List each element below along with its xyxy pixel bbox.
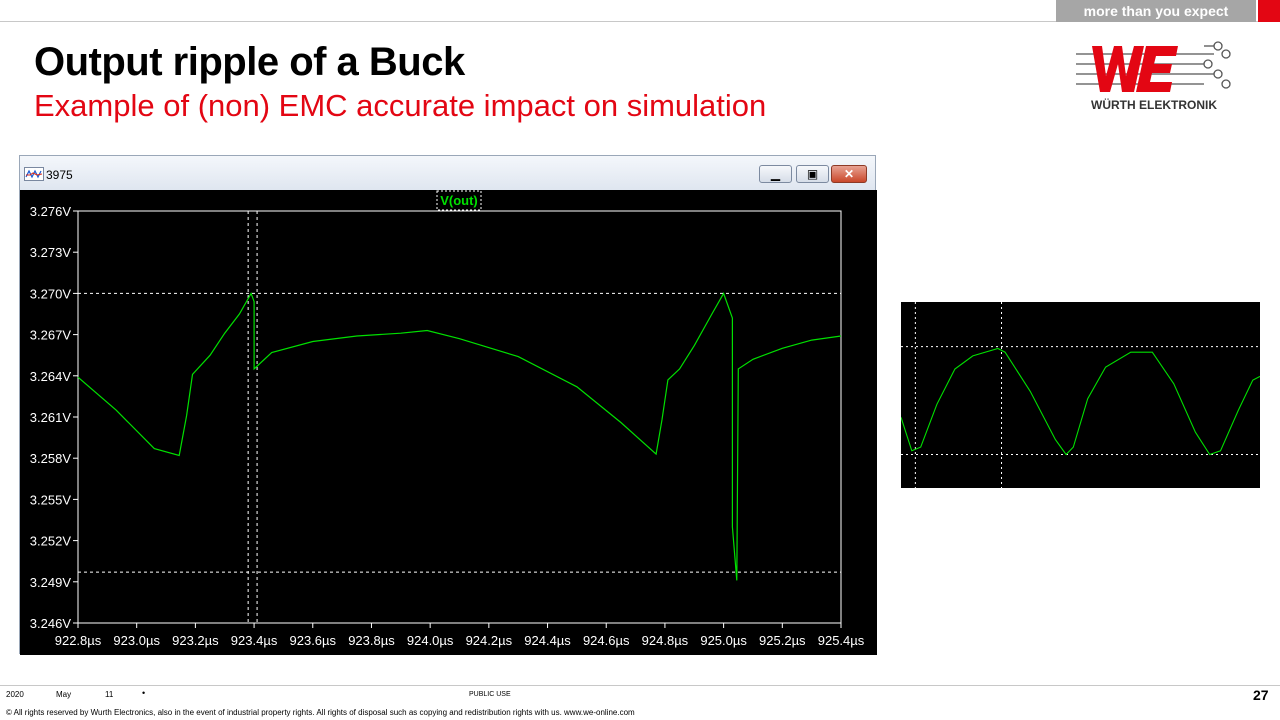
footer-divider: [0, 685, 1280, 686]
y-tick-label: 3.249V: [30, 575, 72, 590]
footer-day: 11: [105, 690, 114, 699]
y-tick-label: 3.252V: [30, 534, 72, 549]
y-tick-label: 3.270V: [30, 286, 72, 301]
footer-classification: PUBLIC USE: [469, 691, 511, 698]
waveform-icon: [24, 167, 44, 181]
x-tick-label: 923.0µs: [113, 633, 160, 648]
tagline-red-block: [1258, 0, 1280, 22]
y-tick-label: 3.246V: [30, 616, 72, 631]
logo-text: WÜRTH ELEKTRONIK: [1091, 97, 1217, 112]
x-tick-label: 922.8µs: [55, 633, 102, 648]
x-tick-label: 923.2µs: [172, 633, 219, 648]
window-titlebar[interactable]: 3975 ▁ ▣ ✕: [20, 156, 875, 190]
footer-bullet: •: [142, 688, 146, 698]
footer-copyright: © All rights reserved by Wurth Electroni…: [6, 708, 635, 717]
inset-plot: [900, 302, 1261, 488]
tagline-banner: more than you expect: [1056, 0, 1256, 22]
x-tick-label: 925.2µs: [759, 633, 806, 648]
slide-title: Output ripple of a Buck: [34, 40, 465, 84]
y-tick-label: 3.267V: [30, 328, 72, 343]
minimize-button[interactable]: ▁: [759, 165, 792, 183]
x-tick-label: 925.0µs: [700, 633, 747, 648]
x-tick-label: 924.4µs: [524, 633, 571, 648]
close-button[interactable]: ✕: [831, 165, 867, 183]
y-tick-label: 3.276V: [30, 204, 72, 219]
maximize-button[interactable]: ▣: [796, 165, 829, 183]
y-tick-label: 3.264V: [30, 369, 72, 384]
y-tick-label: 3.255V: [30, 492, 72, 507]
page-number: 27: [1253, 687, 1269, 703]
y-tick-label: 3.273V: [30, 245, 72, 260]
wurth-logo: WÜRTH ELEKTRONIK: [1076, 41, 1231, 112]
close-icon: ✕: [843, 167, 855, 181]
minimize-icon: ▁: [770, 167, 781, 181]
maximize-icon: ▣: [806, 167, 819, 181]
simulation-window: 3975 ▁ ▣ ✕ V(out) 3.276V 3.273V 3.270V 3.26…: [19, 155, 877, 655]
y-tick-label: 3.258V: [30, 451, 72, 466]
header-divider: [0, 21, 1280, 22]
x-tick-label: 923.6µs: [290, 633, 337, 648]
inset-chart: [900, 302, 1261, 488]
x-tick-label: 925.4µs: [818, 633, 865, 648]
y-tick-label: 3.261V: [30, 410, 72, 425]
waveform-plot[interactable]: V(out) 3.276V 3.273V 3.270V 3.267V 3.264V 3.2…: [20, 156, 877, 655]
inset-series-line: [900, 347, 1261, 456]
legend-label-vout: V(out): [440, 193, 478, 208]
x-tick-label: 923.4µs: [231, 633, 278, 648]
footer-year: 2020: [6, 690, 24, 699]
x-tick-label: 924.2µs: [466, 633, 513, 648]
x-tick-label: 924.0µs: [407, 633, 454, 648]
slide-subtitle: Example of (non) EMC accurate impact on …: [34, 88, 767, 123]
x-tick-label: 924.6µs: [583, 633, 630, 648]
series-line-vout: [77, 291, 842, 581]
window-title: 3975: [46, 168, 73, 182]
x-tick-label: 924.8µs: [642, 633, 689, 648]
x-tick-label: 923.8µs: [348, 633, 395, 648]
footer-month: May: [56, 690, 72, 699]
legend-box: [436, 190, 482, 211]
